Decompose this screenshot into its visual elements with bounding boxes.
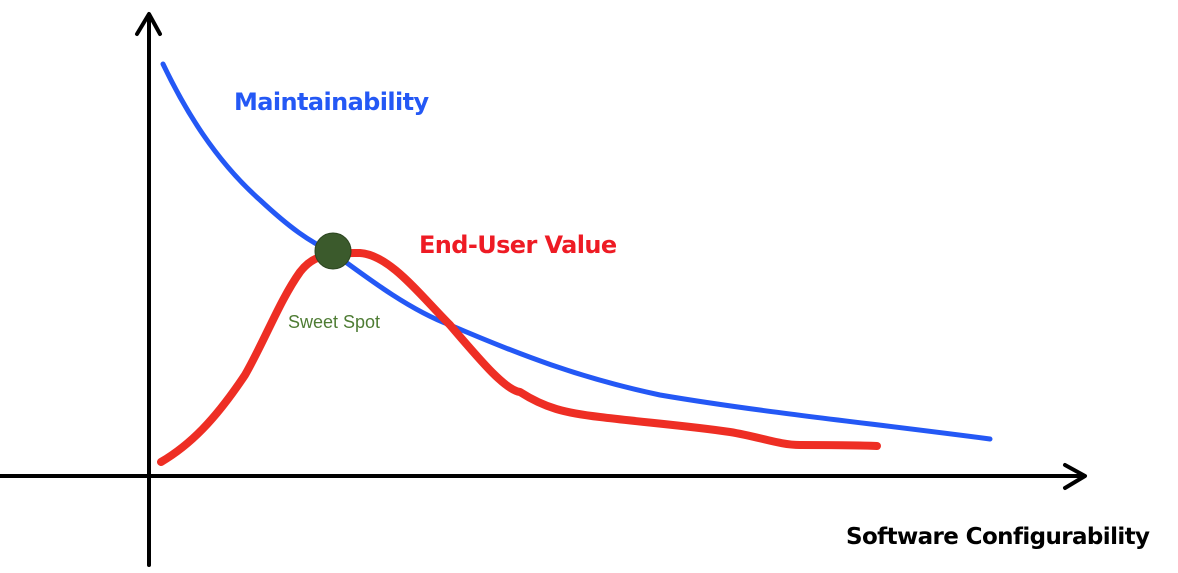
sweet-spot-marker xyxy=(314,232,352,270)
y-axis-arrow-icon xyxy=(135,12,162,36)
sweet-spot-label: Sweet Spot xyxy=(288,312,381,332)
maintainability-curve xyxy=(160,61,993,442)
axes xyxy=(0,12,1087,567)
maintainability-label: Maintainability xyxy=(234,88,429,116)
x-axis-label: Software Configurability xyxy=(846,524,1150,550)
end-user-value-curve xyxy=(157,248,881,466)
x-axis-arrow-icon xyxy=(1063,463,1087,490)
end-user-value-label: End-User Value xyxy=(419,231,617,259)
